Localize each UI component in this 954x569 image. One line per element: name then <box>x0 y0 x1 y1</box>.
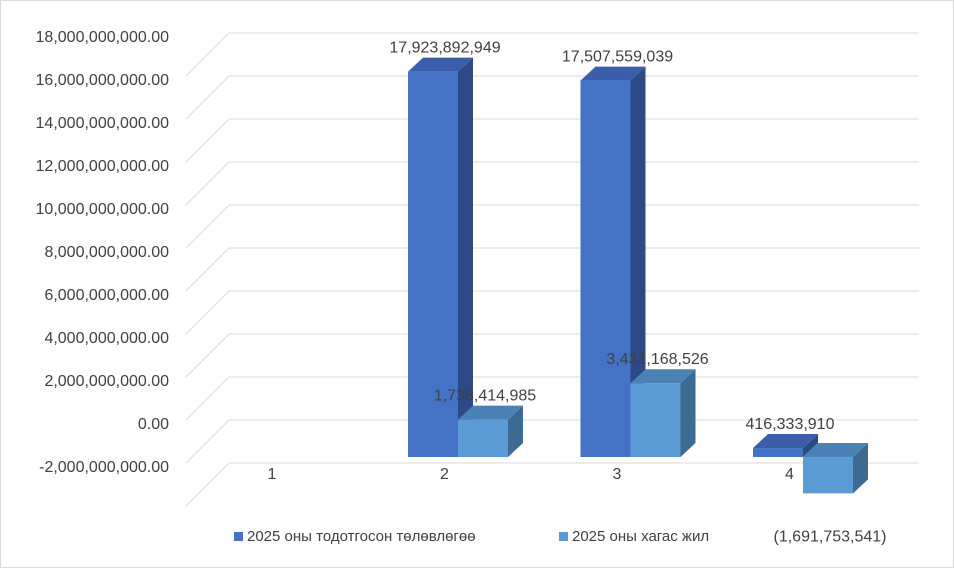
y-tick-label: 4,000,000,000.00 <box>44 330 169 347</box>
legend-label-half-year: 2025 оны хагас жил <box>572 528 709 545</box>
y-tick-label: 18,000,000,000.00 <box>36 29 170 46</box>
bar-top <box>753 434 818 449</box>
y-tick-label: 2,000,000,000.00 <box>44 373 169 390</box>
y-tick-label: 8,000,000,000.00 <box>44 244 169 261</box>
bar-side <box>853 443 868 494</box>
bar-side <box>680 369 696 457</box>
bar-front <box>753 448 803 457</box>
bar-top <box>408 57 473 72</box>
data-label: 1,738,414,985 <box>434 388 536 405</box>
bar <box>408 57 473 458</box>
x-axis-tick-labels: 1 2 3 4 <box>268 466 795 483</box>
data-label: 416,333,910 <box>746 416 835 433</box>
data-label: 3,431,168,526 <box>606 351 708 368</box>
gridline-depth <box>185 290 230 335</box>
bar <box>803 443 868 494</box>
bar-top <box>458 405 523 420</box>
gridline-depth <box>185 75 230 120</box>
data-label: (1,691,753,541) <box>774 528 887 545</box>
gridline-depth <box>185 32 230 77</box>
data-label: 17,923,892,949 <box>389 40 500 57</box>
gridline-depth <box>185 419 230 464</box>
bar-top <box>580 66 646 81</box>
bar-side <box>508 405 523 457</box>
legend-swatch-plan <box>234 532 243 541</box>
legend-label-plan: 2025 оны тодотгосон төлөвлөгөө <box>247 528 476 545</box>
data-labels: 17,923,892,949 17,507,559,039 416,333,910 1… <box>389 40 886 546</box>
bar-front <box>458 419 508 457</box>
legend: 2025 оны тодотгосон төлөвлөгөө 2025 оны … <box>234 528 709 545</box>
bar-front <box>408 71 458 458</box>
x-tick-label: 2 <box>440 466 449 483</box>
y-tick-label: 10,000,000,000.00 <box>36 201 170 218</box>
bar <box>580 66 646 458</box>
bar-front <box>630 383 681 457</box>
bar-front <box>803 457 853 494</box>
gridline-depth <box>185 161 230 206</box>
gridline-depth <box>185 247 230 292</box>
data-label: 17,507,559,039 <box>562 49 673 66</box>
bar-side <box>803 434 818 457</box>
y-axis-tick-labels: -2,000,000,000.00 0.00 2,000,000,000.00 4,0… <box>36 29 170 476</box>
bar-front <box>580 80 631 458</box>
bar-side <box>458 57 473 458</box>
gridline-depth <box>185 118 230 163</box>
y-tick-label: 0.00 <box>138 416 169 433</box>
gridline-depth <box>185 333 230 378</box>
bar-side <box>630 66 646 458</box>
x-tick-label: 3 <box>613 466 622 483</box>
gridlines <box>185 32 919 507</box>
x-tick-label: 1 <box>268 466 277 483</box>
bar-top <box>630 369 696 384</box>
bar <box>630 369 696 457</box>
y-tick-label: 12,000,000,000.00 <box>36 158 170 175</box>
y-tick-label: 16,000,000,000.00 <box>36 72 170 89</box>
x-tick-label: 4 <box>785 466 794 483</box>
y-tick-label: -2,000,000,000.00 <box>39 459 169 476</box>
bar-top <box>803 443 868 457</box>
bar <box>753 434 818 457</box>
gridline-depth <box>185 462 230 507</box>
bar <box>458 405 523 457</box>
bars <box>408 57 868 494</box>
y-tick-label: 14,000,000,000.00 <box>36 115 170 132</box>
y-tick-label: 6,000,000,000.00 <box>44 287 169 304</box>
legend-swatch-half-year <box>559 532 568 541</box>
gridline-depth <box>185 376 230 421</box>
gridline-depth <box>185 204 230 249</box>
